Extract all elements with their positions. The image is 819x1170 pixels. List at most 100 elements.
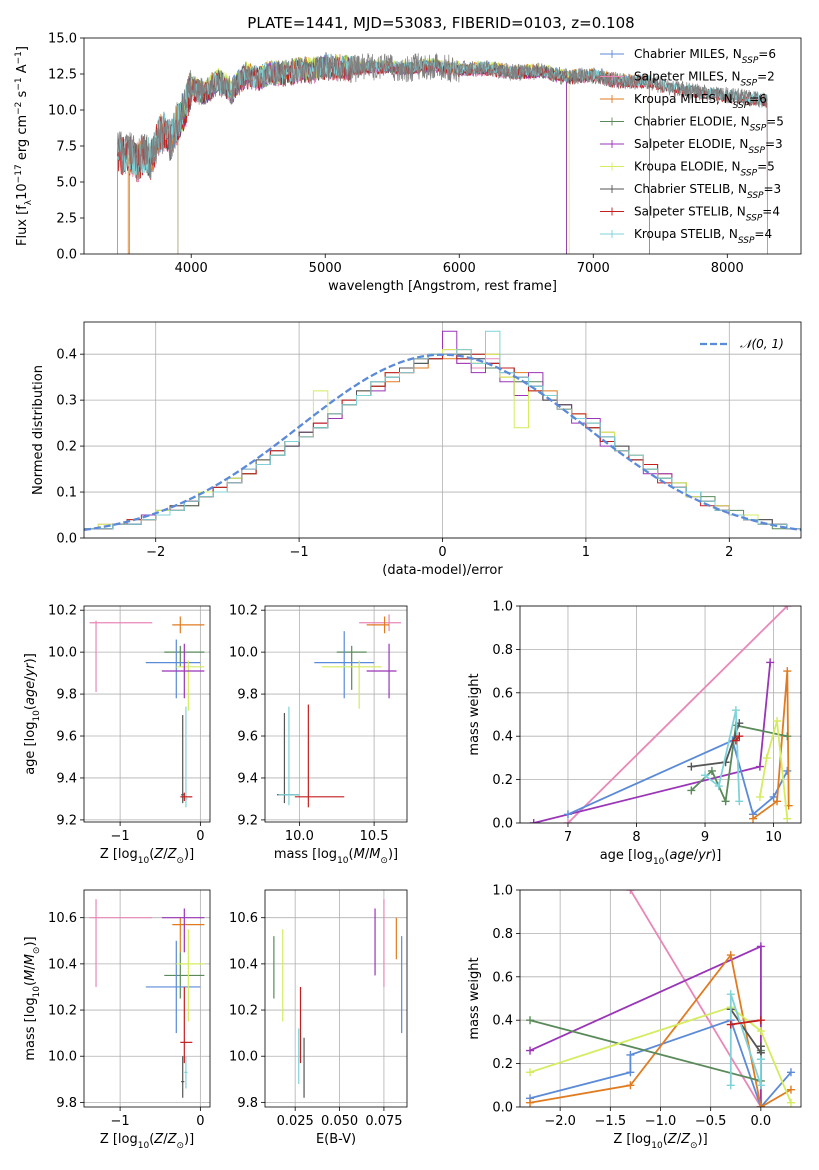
spectrum-lines: [117, 52, 768, 254]
x-axis-label: age [log10(age/yr)]: [600, 848, 722, 867]
y-tick-label: 0.0: [492, 1101, 513, 1116]
observed-spectrum-line: [117, 52, 768, 180]
axes-frame: [83, 889, 211, 1108]
x-axis-label: Z [log10(Z/Z⊙)]: [613, 1132, 707, 1151]
weight-marker: [687, 762, 696, 771]
weight-line: [752, 671, 790, 820]
x-tick-label: 5000: [309, 261, 342, 276]
y-tick-label: 9.8: [237, 688, 258, 703]
x-axis-label: E(B-V): [316, 1132, 356, 1147]
x-tick-label: 8: [632, 830, 640, 845]
x-tick-label: −1: [111, 829, 130, 844]
weight-marker: [735, 732, 744, 741]
legend-entry: Kroupa ELODIE, NSSP=5: [634, 160, 775, 179]
weight-marker: [526, 1068, 535, 1077]
x-axis-label: Z [log10(Z/Z⊙)]: [100, 847, 194, 866]
y-axis-label: mass [log10(M/M⊙)]: [23, 936, 42, 1060]
y-tick-label: 0.2: [56, 440, 77, 455]
x-tick-label: 6000: [443, 261, 476, 276]
weight-line: [529, 1006, 792, 1104]
y-tick-label: 9.6: [237, 730, 258, 745]
weight-marker: [773, 717, 782, 726]
x-tick-label: 10.5: [360, 829, 389, 844]
weight-marker: [626, 1068, 635, 1077]
weight-line: [529, 1019, 792, 1107]
y-tick-label: 7.5: [56, 140, 77, 155]
y-tick-label: 0.0: [492, 817, 513, 832]
y-tick-label: 0.0: [56, 248, 77, 263]
y-tick-label: 0.3: [56, 394, 77, 409]
y-tick-label: 10.6: [48, 911, 77, 926]
legend-entry: 𝒩(0, 1): [740, 337, 784, 351]
axes-frame: [83, 37, 802, 255]
y-tick-label: 0.6: [492, 970, 513, 985]
y-tick-label: 0.8: [492, 643, 513, 658]
weight-marker: [783, 814, 792, 823]
error-bars: [273, 899, 403, 1098]
y-axis-label: mass weight: [467, 957, 482, 1039]
y-tick-label: 0.4: [492, 730, 513, 745]
weight-marker: [626, 1050, 635, 1059]
weight-marker: [756, 1016, 765, 1025]
normal-reference-curve: [84, 353, 801, 532]
y-tick-label: 9.8: [237, 1096, 258, 1111]
x-axis-label: Z [log10(Z/Z⊙)]: [100, 1132, 194, 1151]
x-tick-label: 0.0: [751, 1114, 772, 1129]
x-tick-label: 8000: [711, 261, 744, 276]
weight-marker: [726, 1020, 735, 1029]
weight-marker: [756, 1055, 765, 1064]
legend-entry: Salpeter MILES, NSSP=2: [634, 70, 775, 89]
weight-marker: [783, 732, 792, 741]
y-tick-label: 10.0: [48, 646, 77, 661]
y-tick-label: 9.8: [56, 1096, 77, 1111]
x-tick-label: −1.0: [645, 1114, 677, 1129]
x-tick-label: 0.050: [321, 1114, 358, 1129]
legend-entry: Chabrier MILES, NSSP=6: [634, 47, 776, 66]
y-tick-label: 10.4: [229, 957, 258, 972]
weight-marker: [756, 1103, 765, 1107]
weight-marker: [731, 736, 740, 745]
weight-marker: [707, 766, 716, 775]
y-axis-label: Flux [fλ10−17 erg cm−2 s−1 A−1]: [14, 46, 34, 246]
spectrum-plot: 4000 5000 6000 7000 8000 0.0 2.5 5.0 7.5 10.0 12.5…: [14, 32, 802, 294]
y-tick-label: 9.4: [237, 771, 258, 786]
y-tick-label: 0.6: [492, 686, 513, 701]
x-axis-label: (data-model)/error: [382, 563, 503, 578]
weight-marker: [563, 810, 572, 819]
weight-marker: [749, 814, 758, 823]
weight-marker: [783, 766, 792, 775]
y-tick-label: 1.0: [492, 884, 513, 899]
y-tick-label: 9.2: [237, 813, 258, 828]
weight-marker: [726, 1081, 735, 1090]
weight-lines: [526, 890, 795, 1107]
y-axis-label: age [log10(age/yr)]: [23, 653, 42, 775]
mass-vs-EBV-plot: 0.025 0.050 0.075 9.8 10.0 10.2 10.4 10.6 E(B-V): [229, 889, 408, 1147]
x-tick-label: −0.5: [695, 1114, 727, 1129]
weight-marker: [563, 819, 572, 823]
y-tick-label: 10.4: [48, 957, 77, 972]
weight-marker: [526, 1016, 535, 1025]
weight-line: [729, 993, 762, 1086]
legend-entry: Kroupa MILES, NSSP=6: [634, 92, 767, 111]
axes-frame: [519, 889, 802, 1108]
weight-marker: [731, 706, 740, 715]
y-tick-label: 12.5: [48, 68, 77, 83]
weight-marker: [756, 942, 765, 951]
legend-entry: Kroupa STELIB, NSSP=4: [634, 227, 772, 246]
x-tick-label: 9: [701, 830, 709, 845]
weight-marker: [762, 753, 771, 762]
axes-frame: [83, 605, 211, 823]
weight-line: [704, 710, 741, 802]
y-tick-label: 10.2: [48, 604, 77, 619]
weight-line: [529, 945, 762, 1107]
weight-marker: [721, 797, 730, 806]
legend-entry: Salpeter ELODIE, NSSP=3: [634, 137, 783, 156]
weight-marker: [786, 1068, 795, 1077]
y-axis-label: Normed distribution: [31, 365, 46, 495]
x-tick-label: 2: [725, 545, 733, 560]
weight-marker: [526, 1098, 535, 1107]
y-tick-label: 15.0: [48, 32, 77, 47]
weight-marker: [701, 771, 710, 780]
y-tick-label: 10.0: [48, 1050, 77, 1065]
age-vs-Z-plot: −1 0 9.2 9.4 9.6 9.8 10.0 10.2 Z [log10(Z/Z⊙)] ag…: [23, 604, 211, 866]
